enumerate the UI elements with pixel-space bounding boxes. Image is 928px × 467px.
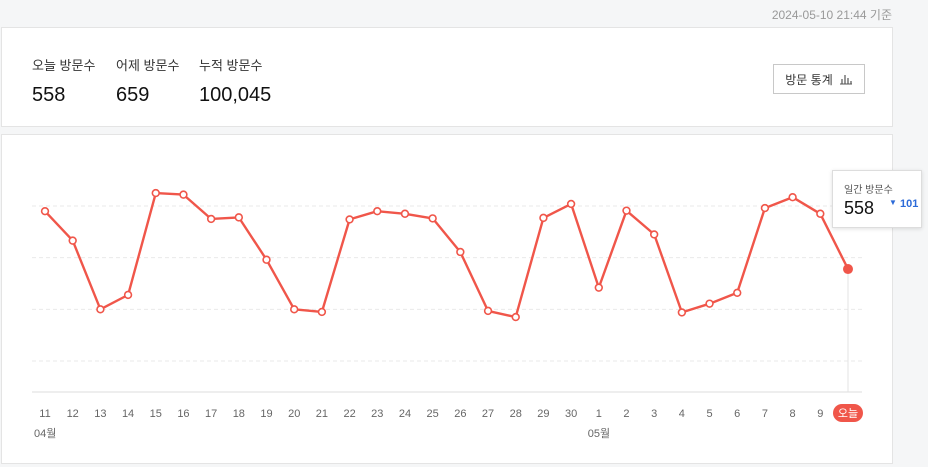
x-tick-label: 15	[150, 408, 162, 420]
x-tick-label: 26	[454, 408, 466, 420]
data-point	[566, 199, 576, 209]
x-tick-label: 11	[39, 408, 50, 420]
visitor-summary-card: 오늘 방문수 558 어제 방문수 659 누적 방문수 100,045 방문 …	[1, 27, 893, 127]
data-point	[400, 209, 410, 218]
yesterday-visits-stat: 어제 방문수 659	[116, 55, 179, 107]
data-point	[760, 203, 770, 213]
total-visits-stat: 누적 방문수 100,045	[199, 55, 271, 107]
x-tick-label: 19	[260, 408, 272, 420]
x-tick-label: 27	[482, 408, 494, 420]
data-point	[622, 206, 631, 215]
data-point	[511, 312, 520, 322]
data-point	[733, 288, 742, 298]
x-tick-label: 5	[706, 408, 712, 420]
x-tick-label: 7	[762, 408, 768, 420]
x-tick-label: 16	[177, 408, 189, 420]
x-tick-label-today: 오늘	[838, 407, 858, 420]
x-tick-label: 8	[790, 408, 796, 420]
data-point	[40, 206, 50, 216]
daily-visits-chart-card: 11 12 13 14 15 16 17 18 19 20 21 22 23 24 25 26 27 28 29 30…	[1, 134, 893, 464]
month-label: 05월	[588, 427, 610, 440]
data-point	[262, 255, 271, 264]
data-point	[483, 306, 493, 316]
x-tick-label: 14	[122, 408, 134, 420]
data-point	[317, 307, 327, 317]
data-point	[68, 236, 77, 245]
x-tick-label: 4	[679, 408, 685, 420]
data-point	[649, 230, 659, 239]
x-tick-label: 30	[565, 408, 577, 420]
data-point	[816, 209, 825, 218]
x-tick-label: 28	[510, 408, 522, 420]
x-tick-label: 22	[343, 408, 355, 420]
data-point	[456, 247, 465, 257]
x-tick-label: 6	[734, 408, 740, 420]
data-point	[234, 213, 244, 222]
tooltip-label: 일간 방문수	[844, 185, 893, 196]
x-tick-label: 24	[399, 408, 411, 420]
x-tick-label: 12	[67, 408, 79, 420]
tooltip-delta-value: 101	[899, 198, 919, 210]
x-tick-label: 29	[537, 408, 549, 420]
visits-series-line	[44, 191, 850, 319]
data-point	[373, 206, 382, 216]
yesterday-visits-value: 659	[116, 84, 150, 106]
data-point	[539, 213, 548, 223]
today-data-point	[842, 264, 853, 275]
x-tick-label: 1	[596, 408, 602, 420]
data-point	[428, 214, 437, 223]
data-point	[788, 193, 797, 202]
x-tick-label: 25	[427, 408, 439, 420]
data-point	[151, 188, 160, 198]
total-visits-value: 100,045	[199, 84, 272, 106]
data-point	[594, 283, 603, 292]
x-tick-label: 21	[316, 408, 328, 420]
today-visits-stat: 오늘 방문수 558	[32, 55, 95, 107]
total-visits-label: 누적 방문수	[199, 58, 263, 73]
today-badge	[833, 404, 863, 422]
x-tick-label: 23	[371, 408, 383, 420]
data-point	[677, 308, 687, 317]
month-label: 04월	[34, 427, 56, 440]
data-point	[206, 214, 216, 224]
visit-statistics-button-label: 방문 통계	[785, 72, 833, 87]
caret-down-icon: ▼	[889, 198, 897, 207]
x-tick-label: 3	[651, 408, 657, 420]
bar-chart-icon	[839, 75, 852, 85]
x-tick-label: 9	[817, 408, 823, 420]
daily-visits-tooltip: 일간 방문수 558 ▼ 101	[832, 170, 922, 228]
today-visits-label: 오늘 방문수	[32, 58, 96, 73]
x-tick-label: 17	[205, 408, 217, 420]
timestamp: 2024-05-10 21:44 기준	[771, 8, 892, 22]
data-point	[179, 190, 188, 199]
x-tick-label: 18	[233, 408, 245, 420]
data-point	[705, 299, 714, 308]
today-visits-value: 558	[32, 84, 66, 106]
visit-statistics-button[interactable]: 방문 통계	[773, 64, 865, 94]
data-point	[123, 290, 133, 300]
tooltip-value: 558	[844, 198, 875, 218]
data-point	[345, 215, 354, 224]
yesterday-visits-label: 어제 방문수	[116, 58, 180, 73]
x-tick-label: 20	[288, 408, 300, 420]
x-tick-label: 13	[94, 408, 106, 420]
data-point	[96, 305, 105, 314]
x-tick-label: 2	[623, 408, 629, 420]
tooltip-delta: ▼ 101	[889, 198, 918, 210]
data-point	[290, 305, 299, 314]
daily-visits-chart: 11 12 13 14 15 16 17 18 19 20 21 22 23 24 25 26 27 28 29 30…	[32, 188, 863, 440]
